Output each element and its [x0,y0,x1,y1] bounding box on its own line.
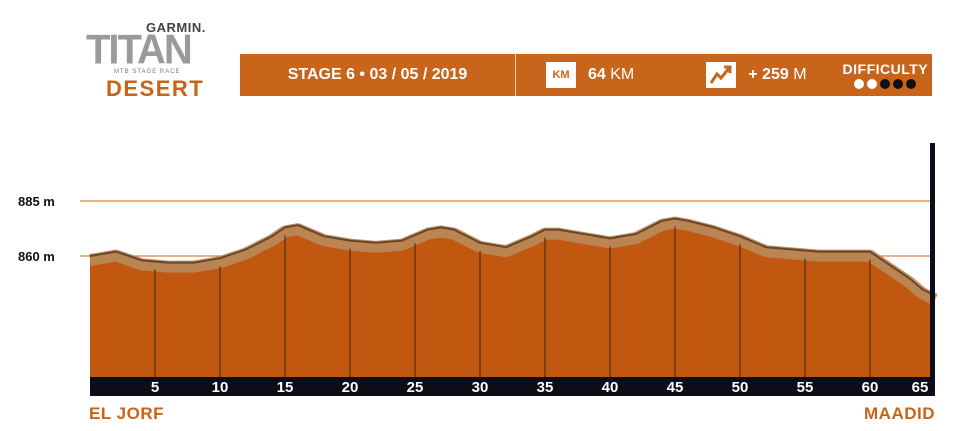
elevation-line [89,217,936,297]
distance-value: 64 [588,66,606,83]
climb-unit: M [793,66,807,83]
dune-ridge [88,216,938,305]
x-axis-band [90,377,935,396]
difficulty-dot-empty [867,79,878,89]
desert-wordmark: DESERT [106,76,205,101]
finish-location: MAADID [864,404,935,423]
x-tick-label: 10 [212,379,229,396]
elevation-area [90,218,935,377]
y-tick-label: 860 m [18,249,55,264]
x-tick-label: 60 [862,379,879,396]
difficulty-rating: DIFFICULTY [843,61,929,89]
x-tick-label: 5 [151,379,159,396]
x-tick-label: 15 [277,379,294,396]
difficulty-dot-filled [880,79,891,89]
distance-unit: KM [610,66,635,83]
x-tick-label: 20 [342,379,359,396]
difficulty-label: DIFFICULTY [842,61,929,77]
x-tick-label: 65 [912,379,929,396]
difficulty-dots [843,79,929,89]
x-tick-label: 55 [797,379,814,396]
x-tick-label: 35 [537,379,554,396]
difficulty-dot-filled [893,79,904,89]
titan-desert-logo: GARMIN. TITAN MTB STAGE RACE DESERT [84,20,220,102]
titan-wordmark: TITAN [86,26,193,74]
x-tick-label: 45 [667,379,684,396]
garmin-wordmark: GARMIN. [146,20,206,35]
stage-banner: STAGE 6 • 03 / 05 / 2019 KM 64 KM + 259 … [240,54,932,96]
x-tick-label: 25 [407,379,424,396]
climb-value: + 259 [748,66,789,83]
distance-readout: 64 KM [588,66,634,84]
climb-readout: + 259 M [748,66,806,84]
start-location: EL JORF [89,404,164,423]
logo-tagline: MTB STAGE RACE [114,69,181,75]
x-tick-label: 30 [472,379,489,396]
finish-pole [930,143,935,396]
difficulty-dot-empty [854,79,865,89]
stage-title: STAGE 6 • 03 / 05 / 2019 [287,66,468,83]
difficulty-dot-filled [906,79,917,89]
banner-divider [515,54,516,96]
km-icon: KM [546,62,576,88]
x-tick-label: 50 [732,379,749,396]
y-tick-label: 885 m [18,194,55,209]
x-tick-label: 40 [602,379,619,396]
elevation-gain-icon [706,62,737,88]
